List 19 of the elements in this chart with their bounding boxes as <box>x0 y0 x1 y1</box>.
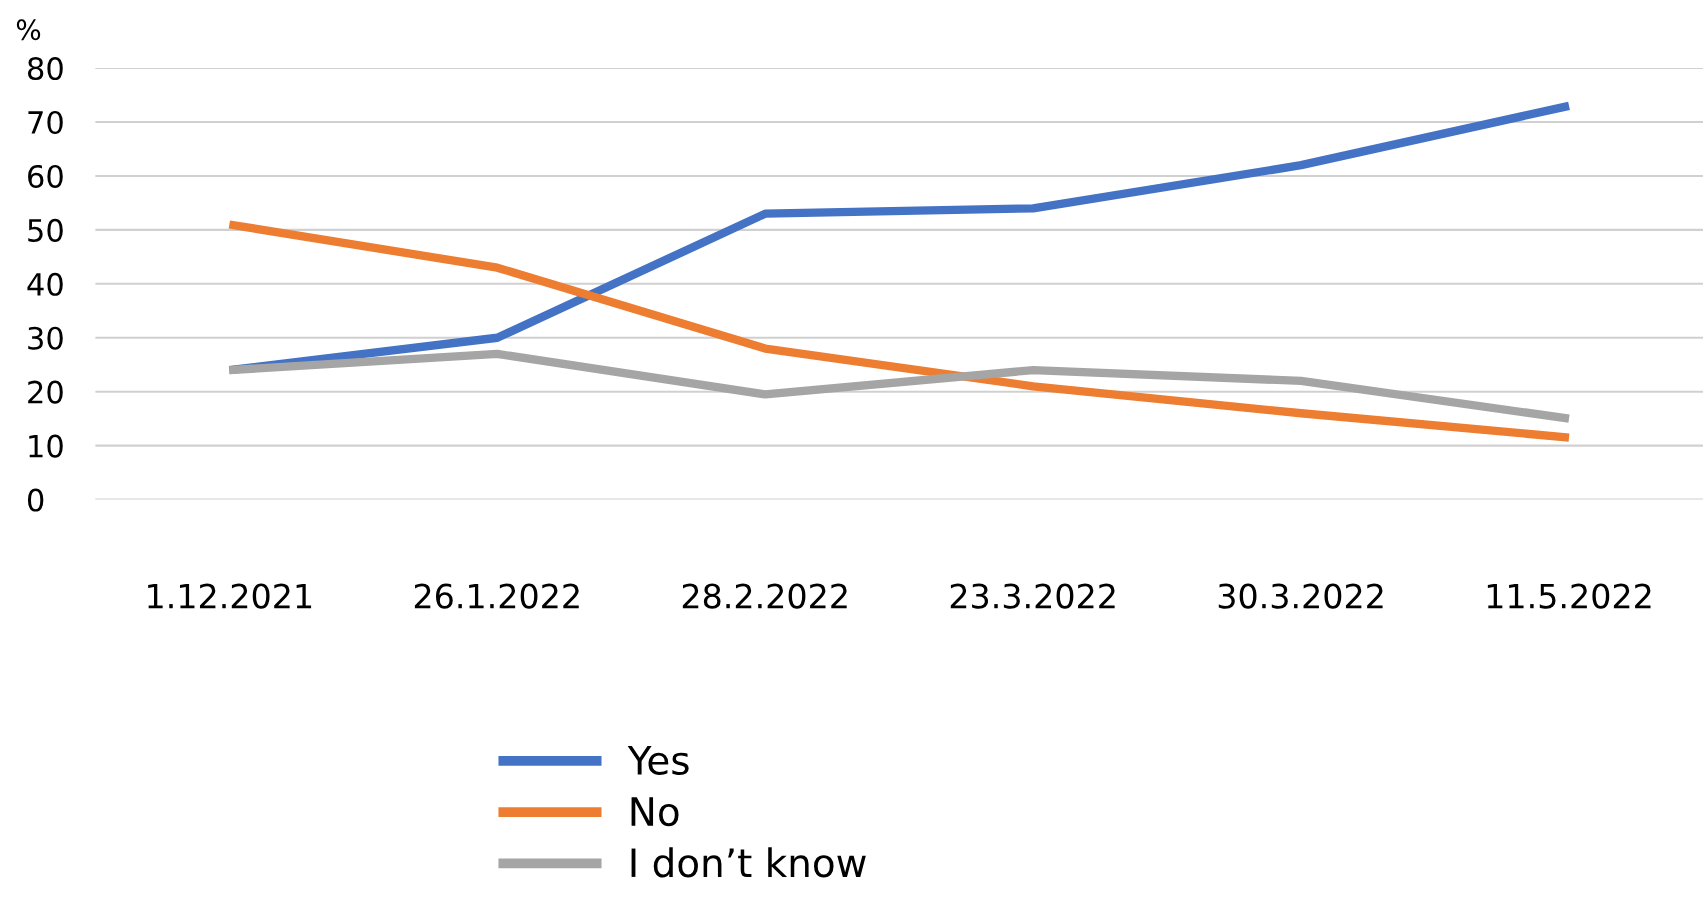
y-tick-label: 60 <box>28 164 63 188</box>
x-tick-label: 30.3.2022 <box>1218 583 1383 609</box>
y-tick-label: 30 <box>28 326 63 350</box>
y-tick-label: 80 <box>28 57 63 81</box>
x-tick-label: 28.2.2022 <box>682 583 847 609</box>
legend-label: I don’t know <box>631 847 866 878</box>
x-tick-label: 11.5.2022 <box>1487 583 1651 609</box>
x-tick-label: 1.12.2021 <box>148 583 312 609</box>
y-tick-label: 20 <box>28 380 63 404</box>
y-tick-label: 0 <box>27 488 44 512</box>
y-tick-label: 10 <box>29 434 63 458</box>
x-tick-label: 26.1.2022 <box>414 583 579 609</box>
y-tick-label: 50 <box>28 218 63 242</box>
y-tick-label: 40 <box>27 272 63 296</box>
x-tick-label: 23.3.2022 <box>950 583 1115 609</box>
y-tick-label: 70 <box>28 110 63 135</box>
legend-label: Yes <box>627 746 689 775</box>
y-axis-title: % <box>16 19 41 41</box>
legend-label: No <box>631 797 679 827</box>
